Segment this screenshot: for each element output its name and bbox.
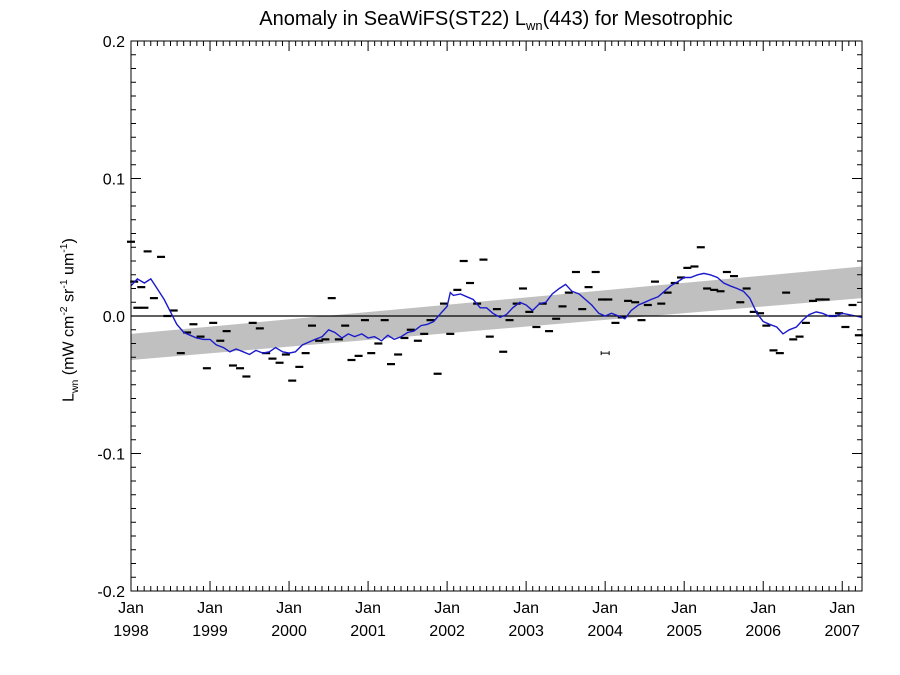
chart-title: Anomaly in SeaWiFS(ST22) Lwn(443) for Me… xyxy=(259,8,733,33)
error-bar xyxy=(600,351,610,356)
y-tick-label: -0.2 xyxy=(97,584,125,601)
x-tick-year-label: 2006 xyxy=(745,623,781,640)
x-tick-year-label: 2001 xyxy=(350,623,386,640)
x-tick-year-label: 2000 xyxy=(271,623,307,640)
running-mean-line xyxy=(130,272,863,356)
x-tick-month-label: Jan xyxy=(513,600,539,617)
x-tick-month-label: Jan xyxy=(118,600,144,617)
x-tick-year-label: 2005 xyxy=(666,623,702,640)
x-tick-month-label: Jan xyxy=(355,600,381,617)
x-tick-month-label: Jan xyxy=(592,600,618,617)
x-tick-year-label: 2002 xyxy=(429,623,465,640)
y-tick-label: 0.1 xyxy=(103,172,125,189)
x-tick-year-label: 2003 xyxy=(508,623,544,640)
x-tick-year-label: 2004 xyxy=(587,623,623,640)
x-tick-month-label: Jan xyxy=(276,600,302,617)
x-tick-month-label: Jan xyxy=(829,600,855,617)
x-tick-year-label: 1998 xyxy=(113,623,149,640)
x-tick-year-label: 2007 xyxy=(824,623,860,640)
x-tick-month-label: Jan xyxy=(671,600,697,617)
y-tick-label: -0.1 xyxy=(97,447,125,464)
trend-confidence-band xyxy=(131,266,862,360)
x-tick-year-label: 1999 xyxy=(192,623,228,640)
x-tick-month-label: Jan xyxy=(434,600,460,617)
x-tick-month-label: Jan xyxy=(750,600,776,617)
y-tick-label: 0.2 xyxy=(103,34,125,51)
y-tick-label: 0.0 xyxy=(103,309,125,326)
x-tick-month-label: Jan xyxy=(197,600,223,617)
